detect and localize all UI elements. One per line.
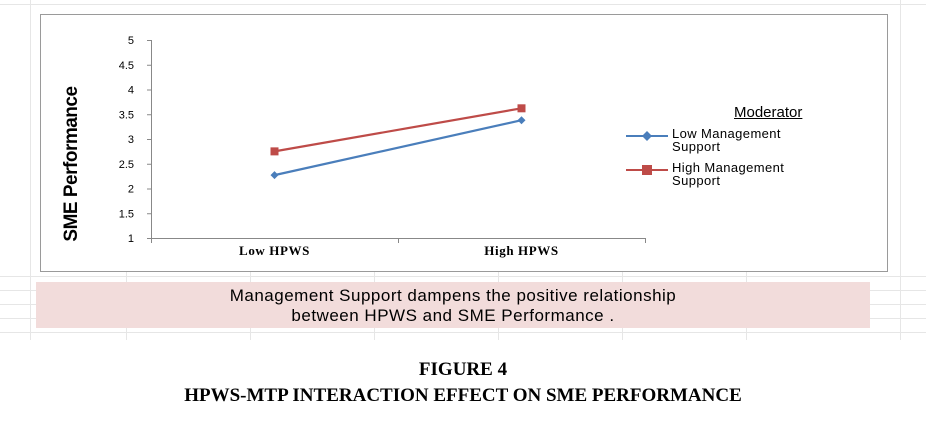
data-point-low-management-support xyxy=(270,171,279,180)
legend-square-marker xyxy=(642,165,652,175)
y-tick-label: 2 xyxy=(128,184,134,196)
legend-label-low: Low Management Support xyxy=(672,127,862,153)
annotation-box: Management Support dampens the positive … xyxy=(36,282,870,328)
annotation-line-2: between HPWS and SME Performance . xyxy=(291,306,615,325)
figure-number: FIGURE 4 xyxy=(418,359,508,380)
y-axis-label: SME Performance xyxy=(61,86,82,242)
legend-title: Moderator xyxy=(734,104,803,121)
data-point-low-management-support xyxy=(517,116,526,125)
y-tick-label: 1.5 xyxy=(119,208,134,220)
y-tick-label: 4 xyxy=(128,85,134,97)
y-axis-label-container: SME Performance xyxy=(52,86,92,241)
series-line-high-management-support xyxy=(274,107,522,153)
y-tick-label: 3.5 xyxy=(119,109,134,121)
line-chart: 1 1.5 2 2.5 3 3.5 4 4.5 5 Low HPWS High HPWS xyxy=(119,35,646,258)
legend-label-high: High Management Support xyxy=(672,161,862,187)
x-tick-label: High HPWS xyxy=(484,243,558,258)
legend-label-high-line1: High Management xyxy=(672,160,785,175)
y-tick-label: 2.5 xyxy=(119,159,134,171)
legend-label-low-line2: Support xyxy=(672,139,721,154)
legend: Moderator Low Management Support High Ma… xyxy=(622,104,862,195)
legend-label-high-line2: Support xyxy=(672,173,721,188)
data-point-high-management-support xyxy=(517,104,526,113)
chart-area xyxy=(40,14,888,272)
y-tick-label: 3 xyxy=(128,134,134,146)
data-point-high-management-support xyxy=(270,147,279,156)
legend-label-low-line1: Low Management xyxy=(672,126,781,141)
legend-diamond-marker xyxy=(642,131,652,141)
series-line-low-management-support xyxy=(274,119,522,177)
y-tick-label: 4.5 xyxy=(119,60,134,72)
y-tick-label: 1 xyxy=(128,233,134,245)
figure-title: HPWS-MTP INTERACTION EFFECT ON SME PERFO… xyxy=(184,385,742,406)
legend-item-low-management-support: Low Management Support xyxy=(622,127,862,161)
x-tick-label: Low HPWS xyxy=(239,243,310,258)
annotation-text: Management Support dampens the positive … xyxy=(36,286,870,326)
legend-item-high-management-support: High Management Support xyxy=(622,161,862,195)
y-tick-label: 5 xyxy=(128,35,134,47)
annotation-line-1: Management Support dampens the positive … xyxy=(229,286,677,305)
